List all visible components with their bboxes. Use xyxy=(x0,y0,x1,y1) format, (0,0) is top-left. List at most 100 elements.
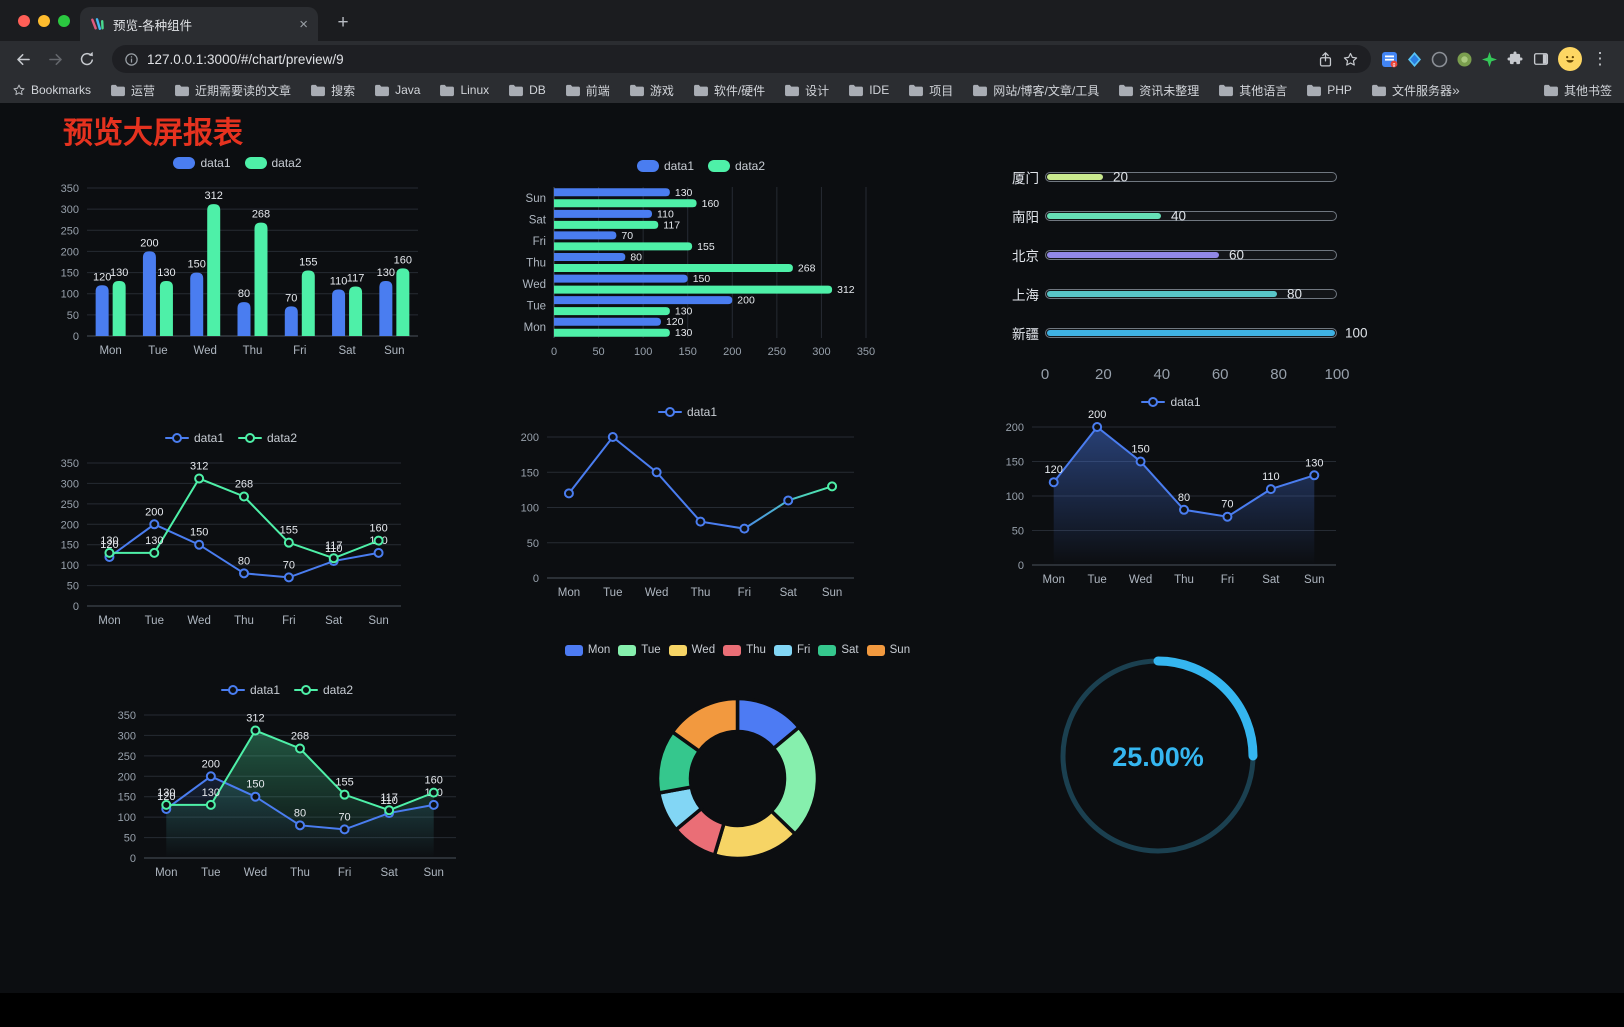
legend-item[interactable]: Mon xyxy=(564,644,610,656)
close-window-button[interactable] xyxy=(18,15,30,27)
line-chart-dual[interactable]: data1 data2 0 50 100 150 200 250 300 350 Mon Tue Wed… xyxy=(45,423,417,638)
legend-item[interactable]: data1 xyxy=(1141,395,1201,409)
legend-item[interactable]: data2 xyxy=(238,431,297,445)
maximize-window-button[interactable] xyxy=(58,15,70,27)
bookmark-folder[interactable]: Linux xyxy=(439,83,489,97)
bookmark-folder[interactable]: 运营 xyxy=(110,82,155,99)
bookmark-folder[interactable]: 网站/博客/文章/工具 xyxy=(972,82,1099,99)
legend-swatch xyxy=(708,160,730,172)
svg-text:50: 50 xyxy=(124,833,136,845)
bookmark-star-icon[interactable] xyxy=(1342,51,1359,68)
browser-menu-icon[interactable]: ⋮ xyxy=(1591,49,1609,68)
progress-label: 厦门 xyxy=(1012,171,1039,186)
reload-button[interactable] xyxy=(72,44,102,74)
svg-text:Sat: Sat xyxy=(325,615,343,627)
svg-text:150: 150 xyxy=(679,346,697,358)
bookmark-folder[interactable]: 其他语言 xyxy=(1218,82,1287,99)
bookmark-folder[interactable]: DB xyxy=(508,83,546,97)
bookmark-folder[interactable]: 资讯未整理 xyxy=(1118,82,1199,99)
progress-label: 南阳 xyxy=(1012,210,1039,225)
svg-text:Fri: Fri xyxy=(338,867,351,879)
dashboard-page: 预览大屏报表 data1 data2 0 50 100 150 200 250 300 350 Mo… xyxy=(0,103,1624,993)
svg-text:Sat: Sat xyxy=(780,587,798,599)
progress-bar-chart[interactable]: 厦门 20 南阳 40 北京 60 上海 80 新疆 100 0 20 40 60 80 100 xyxy=(998,158,1368,386)
bookmarks-overflow-chevron[interactable]: » xyxy=(1451,82,1460,98)
svg-text:117: 117 xyxy=(380,792,398,804)
extension-icon-grid-red-badge[interactable]: g xyxy=(1381,51,1398,68)
bookmark-folder[interactable]: 前端 xyxy=(565,82,610,99)
line-chart-gradient[interactable]: data1 0 50 100 150 200 Mon Tue Wed Thu Fri Sat Sun xyxy=(505,397,870,610)
svg-text:Sun: Sun xyxy=(822,587,842,599)
bookmark-folder[interactable]: PHP xyxy=(1306,83,1352,97)
area-chart-single[interactable]: data1 0 50 100 150 200 Mon Tue Wed Thu Fri Sat Sun 12… xyxy=(990,387,1352,597)
legend-item[interactable]: data1 xyxy=(636,159,694,173)
donut-chart[interactable]: Mon Tue Wed Thu Fri Sat Sun xyxy=(545,636,930,891)
svg-text:Fri: Fri xyxy=(1221,574,1234,586)
folder-icon xyxy=(909,84,924,96)
bookmark-folder[interactable]: 软件/硬件 xyxy=(693,82,765,99)
tab-title: 预览-各种组件 xyxy=(113,18,193,33)
gauge-chart[interactable]: 25.00% xyxy=(1048,645,1268,867)
tab-close-icon[interactable]: × xyxy=(299,15,308,33)
svg-text:0: 0 xyxy=(1018,560,1024,572)
grouped-bar-chart[interactable]: data1 data2 0 50 100 150 200 250 300 350 Mon 120 130… xyxy=(45,148,430,366)
legend-item[interactable]: data2 xyxy=(708,159,765,173)
svg-text:300: 300 xyxy=(61,204,79,216)
legend-item[interactable]: data1 xyxy=(173,156,231,170)
site-info-icon[interactable] xyxy=(124,52,139,67)
legend-item[interactable]: Fri xyxy=(773,644,810,656)
svg-text:110: 110 xyxy=(325,543,343,555)
legend-item[interactable]: Thu xyxy=(723,644,766,656)
other-bookmarks-item[interactable]: 其他书签 xyxy=(1543,82,1612,99)
svg-text:155: 155 xyxy=(280,525,298,537)
svg-text:130: 130 xyxy=(157,787,175,799)
browser-tab[interactable]: 预览-各种组件 × xyxy=(80,7,318,41)
back-button[interactable] xyxy=(8,44,38,74)
svg-text:Tue: Tue xyxy=(148,345,167,357)
bookmark-folder[interactable]: IDE xyxy=(848,83,889,97)
folder-icon xyxy=(1219,84,1234,96)
extension-icon-blue-gem[interactable] xyxy=(1406,51,1423,68)
forward-button[interactable] xyxy=(40,44,70,74)
extension-icon-green-circle[interactable] xyxy=(1456,51,1473,68)
legend-item[interactable]: data2 xyxy=(244,156,302,170)
legend-item[interactable]: data2 xyxy=(294,683,353,697)
svg-text:Sun: Sun xyxy=(423,867,443,879)
extensions-puzzle-icon[interactable] xyxy=(1506,50,1524,68)
bookmarks-manager-item[interactable]: Bookmarks xyxy=(12,83,91,97)
profile-avatar[interactable] xyxy=(1558,47,1582,71)
new-tab-button[interactable]: + xyxy=(337,12,349,33)
legend-item[interactable]: Wed xyxy=(668,644,715,656)
bookmark-folder[interactable]: 文件服务器 xyxy=(1371,82,1452,99)
legend-item[interactable]: data1 xyxy=(220,683,280,697)
area-chart-dual[interactable]: data1 data2 0 50 100 150 200 250 300 350 Mon Tue Wed… xyxy=(102,675,472,890)
legend-item[interactable]: Sat xyxy=(818,644,859,656)
horizontal-bar-chart[interactable]: data1 data2 0 50 100 150 200 250 300 350 Mon 120 130… xyxy=(512,151,890,366)
bookmark-folder[interactable]: 游戏 xyxy=(629,82,674,99)
svg-text:350: 350 xyxy=(857,346,875,358)
svg-text:130: 130 xyxy=(377,267,395,279)
bookmark-folder[interactable]: 项目 xyxy=(908,82,953,99)
svg-text:200: 200 xyxy=(1088,409,1106,421)
share-icon[interactable] xyxy=(1317,51,1334,68)
address-bar[interactable]: 127.0.0.1:3000/#/chart/preview/9 xyxy=(112,45,1371,73)
legend-item[interactable]: data1 xyxy=(164,431,224,445)
minimize-window-button[interactable] xyxy=(38,15,50,27)
legend-item[interactable]: Sun xyxy=(866,644,910,656)
svg-text:117: 117 xyxy=(325,540,343,552)
extension-icon-dark-circle[interactable] xyxy=(1431,51,1448,68)
bookmark-folder[interactable]: 设计 xyxy=(784,82,829,99)
side-panel-icon[interactable] xyxy=(1532,50,1550,68)
svg-text:Tue: Tue xyxy=(527,301,546,313)
legend-item[interactable]: data1 xyxy=(657,405,717,419)
extension-icon-green-star[interactable] xyxy=(1481,51,1498,68)
folder-icon xyxy=(693,84,708,96)
bookmark-folder[interactable]: Java xyxy=(374,83,420,97)
legend-item[interactable]: Tue xyxy=(618,644,661,656)
svg-text:0: 0 xyxy=(73,331,79,343)
bookmark-folder[interactable]: 搜索 xyxy=(310,82,355,99)
legend-swatch xyxy=(618,644,637,656)
back-icon xyxy=(16,53,30,65)
svg-text:50: 50 xyxy=(67,310,79,322)
bookmark-folder[interactable]: 近期需要读的文章 xyxy=(174,82,291,99)
